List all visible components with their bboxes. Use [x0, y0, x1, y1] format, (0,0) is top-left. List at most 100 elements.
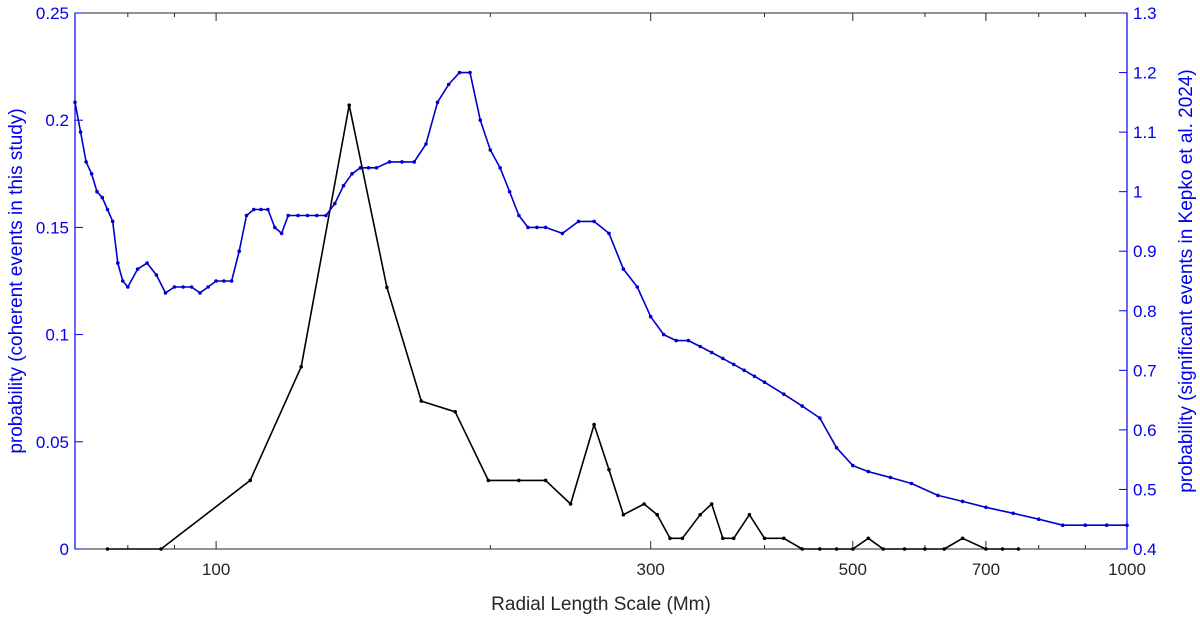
kepko-point: [1011, 511, 1015, 516]
kepko-point: [635, 285, 640, 289]
kepko-point: [661, 332, 666, 337]
coherent-point: [818, 547, 822, 551]
kepko-point: [457, 70, 462, 75]
kepko-point: [315, 213, 319, 218]
coherent-point: [1016, 547, 1021, 551]
kepko-point: [366, 166, 371, 170]
kepko-point: [851, 463, 855, 468]
coherent-point: [543, 478, 548, 483]
coherent-point: [834, 547, 839, 551]
kepko-point: [507, 189, 512, 194]
kepko-point: [100, 195, 105, 200]
kepko-point: [266, 207, 270, 212]
kepko-point: [742, 368, 746, 373]
kepko-point: [244, 213, 249, 218]
kepko-point: [273, 225, 277, 230]
kepko-point: [446, 82, 451, 87]
kepko-point: [621, 267, 626, 271]
kepko-point: [526, 225, 530, 230]
kepko-point: [1104, 523, 1109, 527]
coherent-point: [800, 547, 804, 551]
y-axis-left-label: probability (coherent events in this stu…: [6, 108, 27, 453]
coherent-point: [709, 502, 714, 506]
kepko-point: [674, 338, 678, 343]
coherent-point: [782, 536, 786, 541]
y-axis-left: 0 0.05 0.1 0.15 0.2 0.25: [36, 4, 83, 559]
kepko-point: [1125, 523, 1129, 527]
kepko-point: [468, 70, 472, 75]
kepko-point: [163, 291, 168, 295]
kepko-point: [374, 166, 379, 170]
coherent-point: [486, 478, 491, 483]
kepko-point: [866, 469, 871, 474]
kepko-point: [237, 249, 241, 253]
x-tick-label: 100: [202, 560, 230, 579]
kepko-point: [89, 172, 94, 176]
coherent-point: [762, 536, 767, 541]
kepko-point: [400, 160, 404, 164]
kepko-point: [752, 374, 757, 379]
kepko-point: [121, 279, 125, 283]
coherent-point: [159, 547, 163, 551]
kepko-point: [279, 231, 284, 236]
coherent-point: [299, 365, 304, 369]
kepko-point: [412, 160, 417, 164]
kepko-point: [78, 130, 83, 134]
coherent-point: [923, 547, 927, 551]
coherent-point: [642, 502, 646, 506]
kepko-point: [782, 392, 786, 397]
kepko-point: [435, 100, 440, 105]
x-tick-label: 700: [972, 560, 1000, 579]
coherent-point: [866, 536, 871, 541]
y-right-tick-label: 1: [1133, 183, 1142, 202]
kepko-point: [800, 404, 804, 408]
y-axis-right: 0.4 0.5 0.6 0.7 0.8 0.9 1 1.1 1.2 1.3: [1119, 4, 1157, 559]
y-left-tick-label: 0.15: [36, 218, 69, 237]
kepko-point: [709, 350, 714, 355]
kepko-point: [936, 493, 940, 498]
y-left-tick-label: 0.25: [36, 4, 69, 23]
kepko-point: [1083, 523, 1088, 527]
y-axis-right-label: probability (significant events in Kepko…: [1176, 69, 1197, 493]
kepko-point: [1036, 517, 1041, 521]
kepko-point: [592, 219, 596, 224]
kepko-point: [535, 225, 539, 230]
y-right-tick-label: 0.6: [1133, 421, 1157, 440]
kepko-point: [731, 362, 736, 367]
kepko-point: [424, 142, 428, 146]
coherent-point: [592, 422, 596, 427]
kepko-point: [762, 380, 767, 385]
kepko-point: [686, 338, 691, 343]
x-tick-label: 500: [839, 560, 867, 579]
kepko-point: [172, 285, 177, 289]
y-right-tick-label: 1.2: [1133, 64, 1157, 83]
y-left-tick-label: 0.2: [45, 111, 69, 130]
kepko-point: [105, 207, 110, 212]
kepko-point: [252, 207, 256, 212]
coherent-point: [517, 478, 521, 483]
y-right-tick-label: 0.5: [1133, 480, 1157, 499]
coherent-point: [385, 285, 389, 290]
kepko-point: [95, 189, 99, 194]
y-left-tick-label: 0: [60, 540, 69, 559]
coherent-point: [655, 512, 659, 517]
kepko-point: [698, 344, 702, 349]
kepko-point: [305, 213, 310, 218]
coherent-point: [851, 547, 855, 551]
kepko-point: [206, 285, 210, 289]
x-tick-label: 1000: [1108, 560, 1146, 579]
coherent-point: [902, 547, 907, 551]
coherent-point: [621, 512, 626, 517]
kepko-point: [333, 201, 337, 206]
plot-area: [74, 12, 1128, 550]
kepko-point: [84, 160, 88, 164]
kepko-point: [1060, 523, 1065, 527]
coherent-point: [984, 547, 988, 551]
coherent-point: [960, 536, 965, 541]
series-layer: [73, 70, 1129, 551]
kepko-point: [126, 285, 130, 289]
kepko-point: [478, 118, 483, 122]
kepko-point: [888, 475, 893, 480]
y-right-tick-label: 0.9: [1133, 242, 1157, 261]
kepko-point: [543, 225, 548, 230]
